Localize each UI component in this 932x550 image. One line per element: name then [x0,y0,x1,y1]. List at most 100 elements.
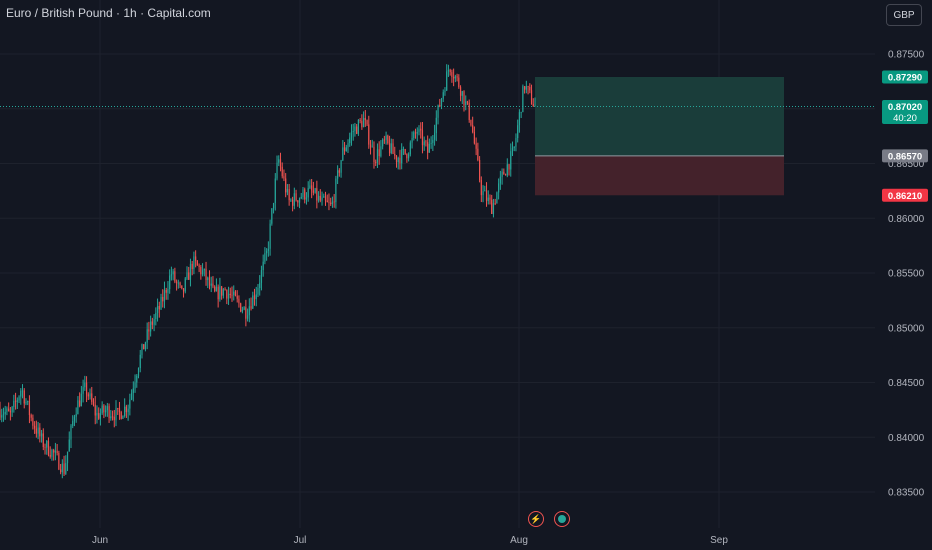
candle-body [376,149,379,163]
candle-body [305,197,308,200]
candle-body [181,285,183,289]
candle-body [155,312,157,320]
candle-body [193,256,195,270]
candle-body [44,447,46,448]
candle-body [484,190,486,192]
candle-body [522,86,524,113]
candle-body [58,453,60,470]
candle-body [508,164,510,170]
candle-body [414,132,417,134]
candle-body [214,286,216,292]
currency-button[interactable]: GBP [886,4,922,26]
candle-body [433,133,436,140]
candle-body [250,306,252,309]
candle-body [66,451,69,464]
candle-body [402,148,405,150]
candle-body [463,91,465,106]
candle-body [496,192,498,204]
candle-body [425,141,427,143]
y-tick-label: 0.84000 [888,433,925,444]
candle-body [453,77,455,79]
candle-body [229,293,231,295]
candle-body [87,394,89,397]
candle-body [527,86,529,88]
candle-body [200,266,202,275]
candle-body [383,139,385,141]
candle-body [42,433,44,448]
candle-body [534,105,536,107]
candle-body [311,185,313,191]
candle-body [375,162,377,163]
candle-body [18,396,20,401]
candle-body [411,138,413,143]
price-label-text: 0.86570 [888,151,922,162]
candle-body [165,289,167,293]
candle-body [246,315,249,319]
candle-body [179,282,181,286]
candle-body [25,401,27,404]
candle-body [222,289,224,296]
lightning-icon[interactable]: ⚡ [528,511,544,527]
candle-body [278,159,280,163]
candle-body [478,159,481,180]
candle-body [219,286,221,300]
candle-body [335,178,337,203]
candle-body [28,401,31,416]
candle-body [272,203,275,209]
candle-body [151,321,153,325]
candle-body [46,440,48,448]
candle-body [186,272,188,279]
candle-body [144,342,147,350]
candle-body [226,290,228,299]
candle-body [380,146,382,157]
candle-body [224,289,226,291]
dividend-icon[interactable] [554,511,570,527]
candle-body [136,375,138,383]
candle-body [286,189,289,193]
candle-body [143,344,145,350]
candle-body [39,427,41,437]
candle-body [352,131,354,133]
candle-body [350,132,353,138]
candle-body [428,143,430,153]
candle-body [253,295,256,300]
candle-body [330,202,332,205]
candle-body [21,390,24,392]
candle-body [105,410,107,413]
candle-body [451,72,453,78]
candle-body [342,147,344,161]
candle-body [340,160,342,173]
candle-body [421,130,424,146]
candle-body [368,124,370,145]
candle-body [35,428,37,434]
candle-body [118,408,121,412]
candle-body [323,196,325,198]
candle-body [176,281,178,283]
candle-body [285,178,287,193]
candle-body [283,176,285,179]
candle-body [99,413,102,419]
candle-body [385,135,387,140]
candle-body [30,415,32,418]
candle-body [27,401,29,402]
candle-body [395,155,398,163]
candle-body [298,198,301,203]
candle-body [49,455,51,457]
candle-body [89,393,91,397]
candle-body [266,250,268,254]
candle-body [309,185,311,189]
candle-body [75,414,77,417]
candle-body [390,143,392,154]
candle-body [113,416,115,421]
candle-body [420,128,422,131]
candle-body [215,286,218,292]
candle-body [162,296,164,302]
candle-body [172,271,174,275]
candle-body [150,321,152,332]
candle-body [111,416,114,418]
candle-body [191,263,193,270]
candle-body [461,91,463,96]
candle-body [92,401,95,405]
